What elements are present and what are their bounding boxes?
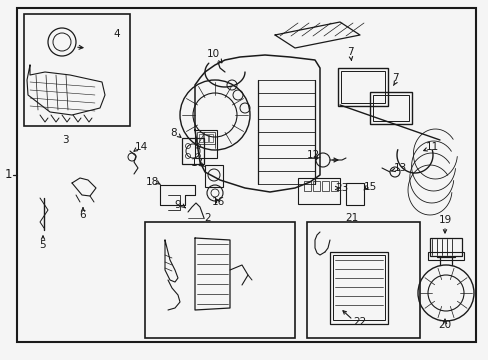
Bar [208, 134, 213, 142]
Text: 12: 12 [306, 150, 319, 160]
Text: 7: 7 [391, 73, 398, 83]
Text: 2: 2 [204, 213, 211, 223]
Text: 8: 8 [170, 128, 177, 138]
Text: 5: 5 [40, 240, 46, 250]
Bar [346, 183, 363, 205]
Bar [197, 132, 215, 144]
Text: 15: 15 [363, 182, 376, 192]
Bar [330, 181, 337, 191]
Bar [204, 165, 223, 187]
Bar [329, 252, 387, 324]
Bar [306, 222, 419, 338]
Text: 7: 7 [346, 47, 353, 57]
Bar [372, 95, 408, 121]
Bar [427, 252, 463, 260]
Text: 20: 20 [438, 320, 450, 330]
Text: 18: 18 [145, 177, 158, 187]
Text: 14: 14 [134, 142, 147, 152]
FancyArrowPatch shape [332, 158, 337, 162]
Text: 4: 4 [113, 29, 120, 39]
Text: 21: 21 [345, 213, 358, 223]
Text: 11: 11 [425, 142, 438, 152]
Bar [429, 238, 461, 256]
Bar [332, 255, 384, 320]
Text: 19: 19 [437, 215, 451, 225]
FancyArrowPatch shape [78, 45, 83, 49]
Bar [304, 181, 310, 191]
Bar [199, 134, 203, 142]
Bar [337, 68, 387, 106]
Text: 16: 16 [211, 197, 224, 207]
Bar [312, 181, 319, 191]
Bar [340, 71, 384, 103]
Bar [321, 181, 328, 191]
Text: 13: 13 [392, 163, 406, 173]
Bar [297, 178, 339, 204]
Text: 6: 6 [80, 210, 86, 220]
Bar [195, 130, 217, 158]
Bar [203, 134, 207, 142]
Text: 22: 22 [353, 317, 366, 327]
Text: 3: 3 [61, 135, 68, 145]
Text: 10: 10 [206, 49, 219, 59]
Bar [182, 138, 203, 164]
Bar [24, 14, 130, 126]
Text: 23: 23 [335, 183, 348, 193]
Text: 1: 1 [4, 168, 12, 181]
Text: 9: 9 [174, 200, 181, 210]
Bar [369, 92, 411, 124]
Text: 17: 17 [190, 158, 203, 168]
Bar [145, 222, 294, 338]
